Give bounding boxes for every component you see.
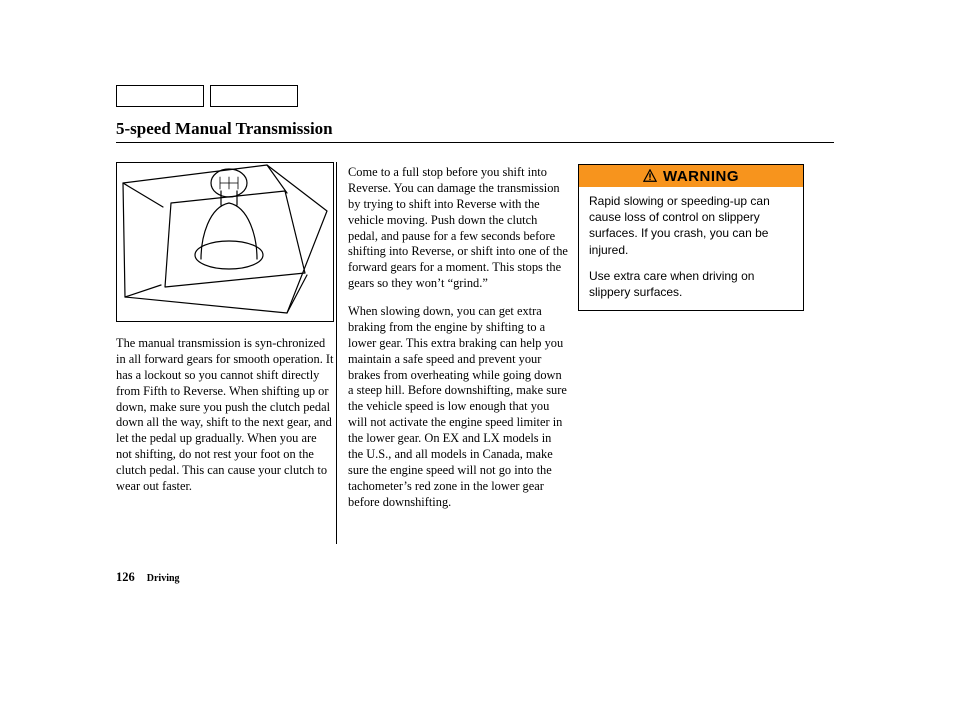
header-button-row [116, 85, 298, 107]
warning-alert-icon [643, 169, 657, 183]
manual-page: 5-speed Manual Transmission [0, 0, 954, 710]
warning-paragraph-1: Rapid slowing or speeding-up can cause l… [589, 193, 793, 258]
col2-paragraph-2: When slowing down, you can get extra bra… [348, 304, 568, 510]
warning-header: WARNING [579, 165, 803, 187]
warning-box: WARNING Rapid slowing or speeding-up can… [578, 164, 804, 311]
col2-paragraph-1: Come to a full stop before you shift int… [348, 165, 568, 292]
section-name: Driving [147, 573, 180, 584]
header-box-2 [210, 85, 298, 107]
column-divider [336, 162, 337, 544]
title-underline [116, 142, 834, 143]
page-number: 126 [116, 570, 135, 584]
page-title: 5-speed Manual Transmission [116, 119, 333, 139]
warning-label: WARNING [663, 168, 739, 185]
col1-paragraph-1: The manual transmission is syn-chronized… [116, 336, 333, 493]
warning-body: Rapid slowing or speeding-up can cause l… [579, 187, 803, 310]
shift-lever-illustration [116, 162, 334, 322]
header-box-1 [116, 85, 204, 107]
warning-paragraph-2: Use extra care when driving on slippery … [589, 268, 793, 300]
body-column-2: Come to a full stop before you shift int… [348, 165, 568, 522]
page-footer: 126 Driving [116, 568, 180, 586]
body-column-1: The manual transmission is syn-chronized… [116, 336, 334, 495]
